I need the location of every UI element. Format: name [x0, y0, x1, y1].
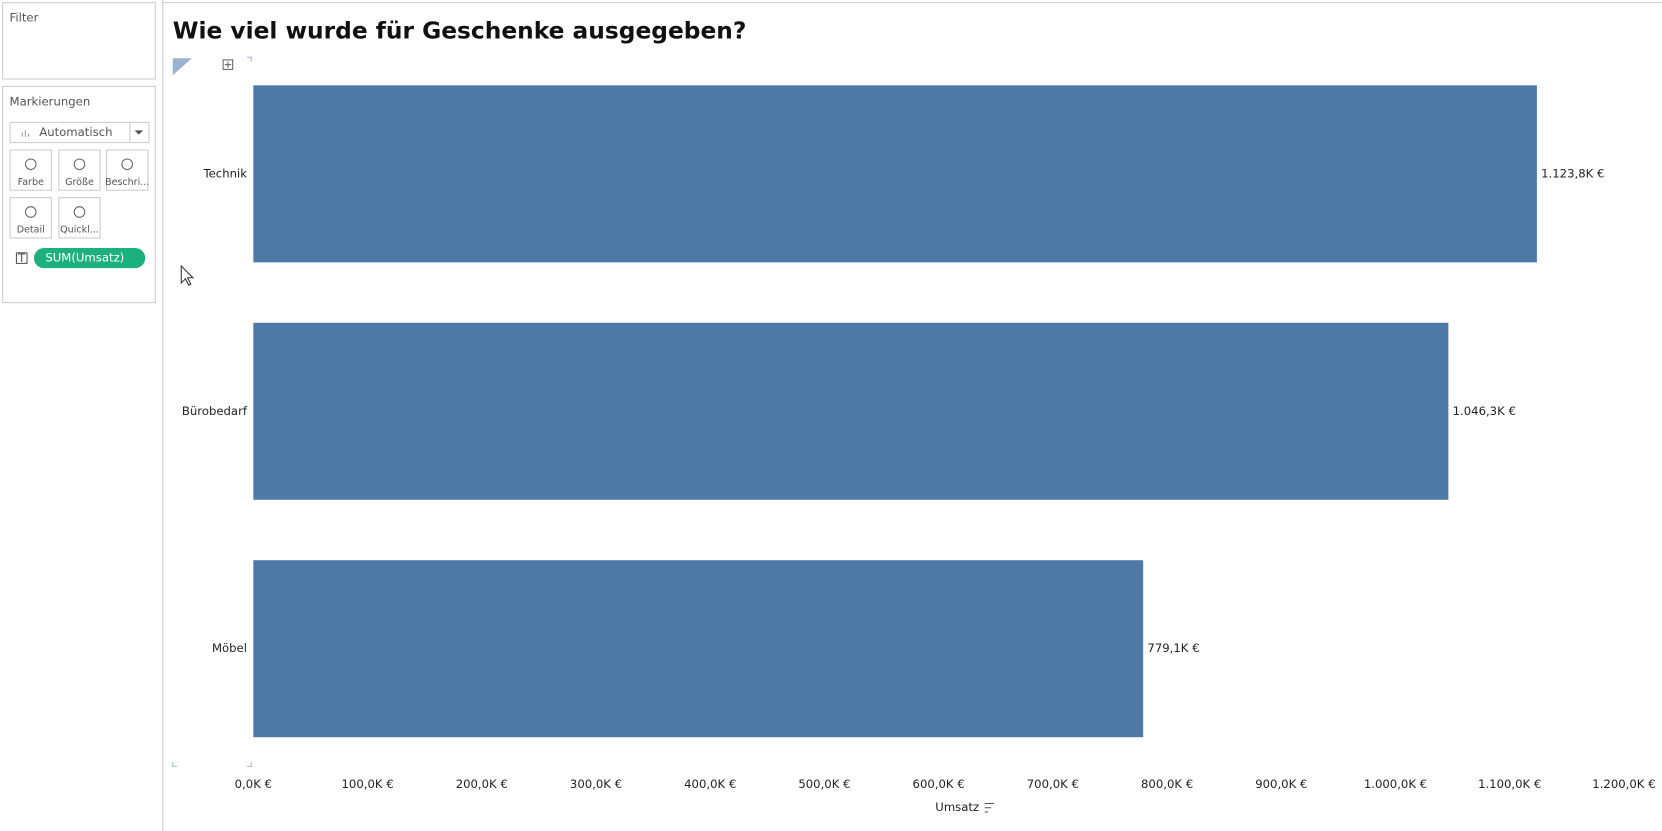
- sort-icon: [984, 802, 995, 813]
- filter-title: Filter: [10, 11, 39, 25]
- plot: 0,0K € 100,0K € 200,0K € 300,0K € 400,0K € 50…: [182, 85, 1656, 814]
- x-tick-label: 500,0K €: [798, 777, 850, 791]
- x-tick-label: 200,0K €: [456, 777, 508, 791]
- value-label: 779,1K €: [1147, 641, 1199, 655]
- corner-marker: [172, 58, 192, 76]
- bar: [253, 322, 1449, 500]
- card-icon: [73, 206, 86, 218]
- x-axis-title: Umsatz: [935, 800, 979, 814]
- bar: [253, 85, 1537, 263]
- x-tick-label: 0,0K €: [235, 777, 272, 791]
- dropdown-arrow: [134, 130, 144, 135]
- x-tick-label: 800,0K €: [1141, 777, 1193, 791]
- bar-icon: [21, 130, 30, 137]
- card-label: Farbe: [18, 177, 44, 188]
- x-tick-label: 100,0K €: [341, 777, 393, 791]
- y-tick-label: Technik: [202, 166, 247, 180]
- marks-panel: [2, 85, 156, 304]
- expand-icon[interactable]: [222, 59, 234, 70]
- marks-title: Markierungen: [10, 94, 91, 108]
- card-icon: [73, 158, 86, 171]
- mark-type: Automatisch: [39, 125, 112, 139]
- card-icon: [121, 158, 134, 171]
- x-tick-label: 400,0K €: [684, 777, 736, 791]
- pill-text: SUM(Umsatz): [45, 251, 124, 265]
- x-tick-label: 1.000,0K €: [1364, 777, 1427, 791]
- card-icon: [24, 206, 37, 218]
- value-label: 1.046,3K €: [1453, 404, 1516, 418]
- y-tick-label: Möbel: [212, 641, 247, 655]
- card-label: Detail: [17, 225, 45, 236]
- card-label: Größe: [65, 177, 94, 188]
- value-label: 1.123,8K €: [1541, 166, 1604, 180]
- label-icon: [15, 252, 28, 264]
- filter-panel: [2, 2, 156, 80]
- x-tick-label: 1.100,0K €: [1478, 777, 1541, 791]
- mark-cards: Farbe Größe Beschri... Detail Quickl...: [9, 149, 149, 239]
- x-tick-label: 600,0K €: [913, 777, 965, 791]
- card-label: Quickl...: [60, 225, 99, 236]
- card-icon: [24, 158, 37, 171]
- chart-title: Wie viel wurde für Geschenke ausgegeben?: [173, 17, 747, 44]
- pill[interactable]: [33, 248, 146, 269]
- mark-type-dropdown[interactable]: [9, 121, 150, 144]
- x-tick-label: 700,0K €: [1027, 777, 1079, 791]
- x-tick-label: 900,0K €: [1255, 777, 1307, 791]
- y-tick-label: Bürobedarf: [182, 404, 248, 418]
- card-label: Beschri...: [105, 177, 149, 188]
- x-tick-label: 1.200,0K €: [1592, 777, 1655, 791]
- x-tick-label: 300,0K €: [570, 777, 622, 791]
- cursor: [180, 264, 195, 286]
- label-icon-t: T: [17, 251, 26, 265]
- pane-corners: [172, 56, 252, 767]
- plus: [224, 61, 232, 68]
- bar: [253, 560, 1144, 738]
